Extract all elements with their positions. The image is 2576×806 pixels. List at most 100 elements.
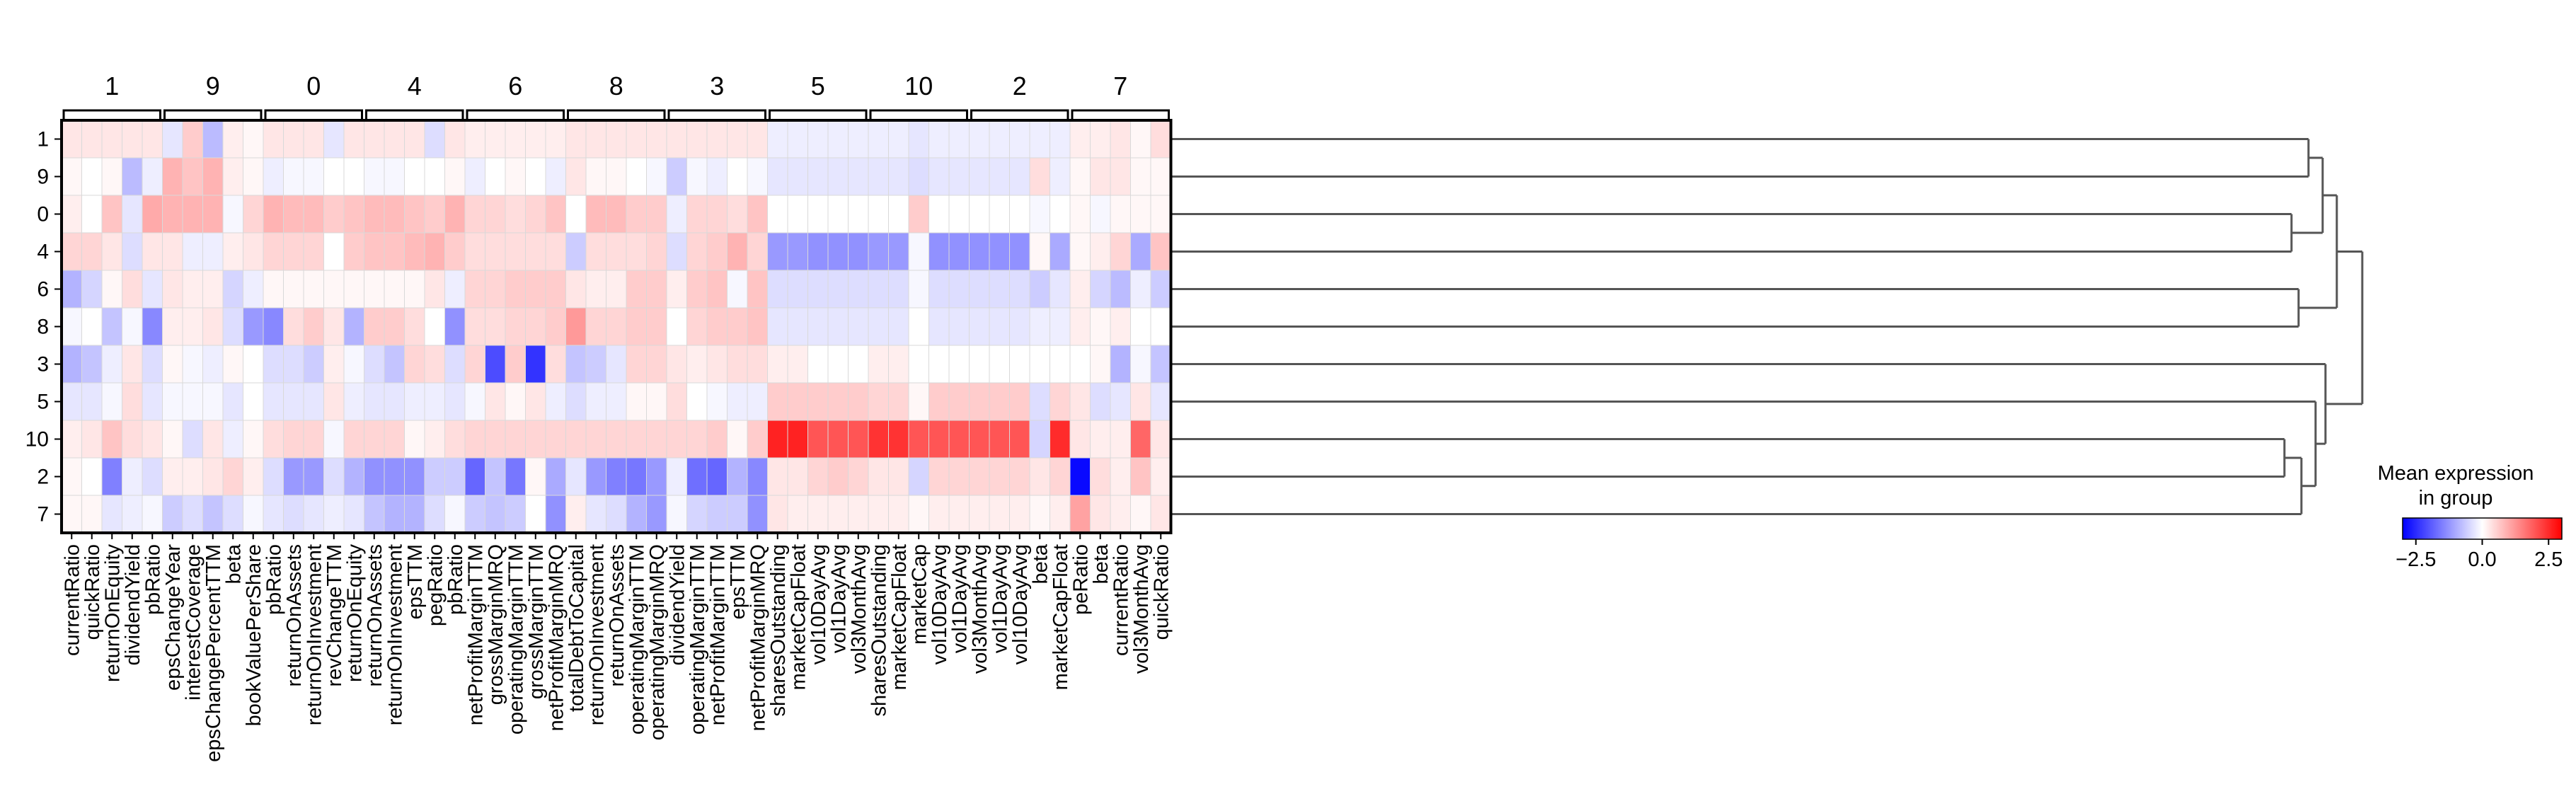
heatmap-cell bbox=[464, 120, 485, 159]
heatmap-cell bbox=[908, 345, 929, 384]
heatmap-cell bbox=[646, 270, 667, 309]
heatmap-cell bbox=[1029, 270, 1050, 309]
column-label: currentRatio bbox=[1110, 544, 1132, 656]
heatmap-cell bbox=[848, 120, 869, 159]
heatmap-cell bbox=[747, 345, 768, 384]
heatmap-cell bbox=[81, 195, 103, 234]
column-label: sharesOutstanding bbox=[868, 544, 890, 716]
heatmap-cell bbox=[485, 120, 506, 159]
heatmap-cell bbox=[646, 232, 667, 271]
heatmap-cell bbox=[424, 195, 445, 234]
heatmap-cell bbox=[948, 120, 970, 159]
heatmap-cell bbox=[807, 232, 829, 271]
colorbar-title: Mean expression bbox=[2378, 462, 2534, 485]
heatmap-cell bbox=[182, 157, 203, 196]
heatmap-cell bbox=[1110, 232, 1131, 271]
group-label: 3 bbox=[710, 71, 724, 100]
heatmap-cell bbox=[1130, 495, 1151, 534]
heatmap-cell bbox=[263, 420, 284, 459]
heatmap-cell bbox=[444, 382, 466, 421]
heatmap-cell bbox=[525, 382, 546, 421]
heatmap-cell bbox=[464, 420, 485, 459]
heatmap-cell bbox=[989, 382, 1010, 421]
column-label: returnOnEquity bbox=[343, 544, 366, 683]
row-label: 7 bbox=[37, 503, 49, 526]
heatmap-cell bbox=[908, 307, 929, 346]
heatmap-cell bbox=[747, 307, 768, 346]
heatmap-cell bbox=[1090, 382, 1111, 421]
heatmap-cell bbox=[888, 345, 909, 384]
heatmap-cell bbox=[626, 495, 647, 534]
heatmap-cell bbox=[767, 382, 788, 421]
heatmap-cell bbox=[122, 457, 143, 496]
heatmap-cell bbox=[323, 495, 345, 534]
heatmap-cell bbox=[364, 495, 385, 534]
heatmap-cell bbox=[585, 157, 606, 196]
heatmap-cell bbox=[888, 420, 909, 459]
heatmap-cell bbox=[202, 382, 224, 421]
heatmap-cell bbox=[1009, 307, 1030, 346]
heatmap-cell bbox=[908, 120, 929, 159]
heatmap-cell bbox=[404, 120, 425, 159]
heatmap-cell bbox=[1110, 457, 1131, 496]
heatmap-cell bbox=[283, 495, 304, 534]
group-bracket bbox=[62, 109, 161, 119]
heatmap-cell bbox=[384, 307, 405, 346]
heatmap-cell bbox=[263, 195, 284, 234]
heatmap-cell bbox=[142, 457, 163, 496]
heatmap-cell bbox=[1050, 382, 1071, 421]
heatmap-cell bbox=[464, 157, 485, 196]
heatmap-cell bbox=[626, 270, 647, 309]
heatmap-cell bbox=[243, 345, 264, 384]
heatmap-cell bbox=[444, 195, 466, 234]
heatmap-cell bbox=[827, 420, 849, 459]
heatmap-cell bbox=[989, 345, 1010, 384]
heatmap-cell bbox=[646, 495, 667, 534]
row-label: 3 bbox=[37, 353, 49, 376]
heatmap-cell bbox=[323, 120, 345, 159]
dendrogram bbox=[1172, 138, 2364, 515]
column-label: currentRatio bbox=[61, 544, 84, 656]
heatmap-cell bbox=[182, 495, 203, 534]
heatmap-cell bbox=[908, 195, 929, 234]
heatmap-cell bbox=[565, 195, 587, 234]
heatmap-cell bbox=[283, 195, 304, 234]
heatmap-cell bbox=[303, 495, 324, 534]
heatmap-cell bbox=[727, 345, 748, 384]
row-label: 8 bbox=[37, 316, 49, 339]
heatmap-cell bbox=[384, 270, 405, 309]
heatmap-cell bbox=[787, 345, 808, 384]
row-label: 4 bbox=[37, 241, 49, 264]
heatmap-cell bbox=[787, 307, 808, 346]
heatmap-cell bbox=[948, 157, 970, 196]
heatmap-cell bbox=[364, 382, 385, 421]
heatmap-cell bbox=[565, 495, 587, 534]
heatmap-cell bbox=[666, 232, 687, 271]
heatmap-cell bbox=[606, 307, 627, 346]
heatmap-cell bbox=[1150, 382, 1171, 421]
heatmap-cell bbox=[1050, 195, 1071, 234]
heatmap-cell bbox=[1150, 270, 1171, 309]
heatmap-cell bbox=[1130, 120, 1151, 159]
heatmap-cell bbox=[606, 120, 627, 159]
heatmap-cell bbox=[182, 307, 203, 346]
heatmap-cell bbox=[787, 270, 808, 309]
column-label: returnOnInvestment bbox=[585, 544, 608, 725]
heatmap-cell bbox=[545, 457, 566, 496]
heatmap-cell bbox=[1110, 420, 1131, 459]
heatmap-cell bbox=[868, 270, 889, 309]
heatmap-cell bbox=[545, 307, 566, 346]
heatmap-cell bbox=[827, 120, 849, 159]
column-label: operatingMarginTTM bbox=[505, 544, 527, 735]
heatmap-cell bbox=[606, 157, 627, 196]
heatmap-cell bbox=[767, 195, 788, 234]
heatmap-cell bbox=[989, 307, 1010, 346]
heatmap-cell bbox=[364, 345, 385, 384]
heatmap-cell bbox=[464, 307, 485, 346]
heatmap-cell bbox=[122, 157, 143, 196]
heatmap-cell bbox=[162, 157, 183, 196]
heatmap-cell bbox=[565, 232, 587, 271]
heatmap-cell bbox=[747, 495, 768, 534]
heatmap-cell bbox=[848, 232, 869, 271]
heatmap-cell bbox=[787, 457, 808, 496]
